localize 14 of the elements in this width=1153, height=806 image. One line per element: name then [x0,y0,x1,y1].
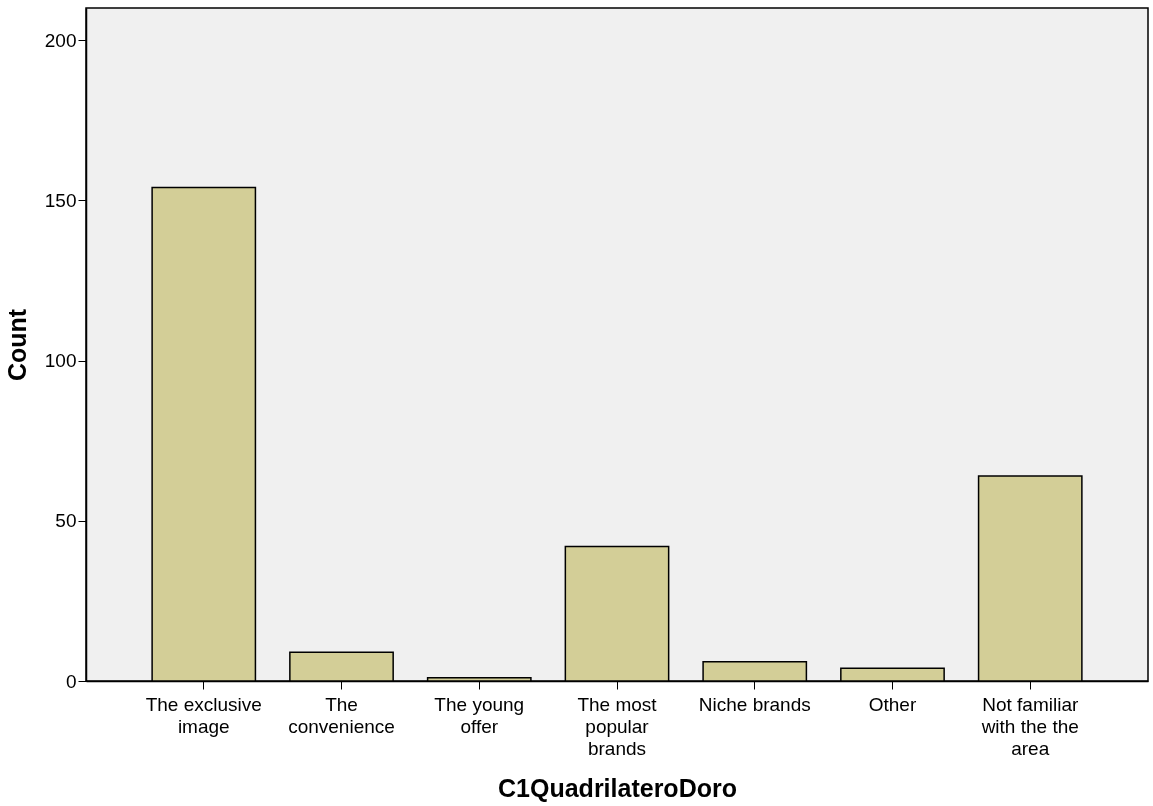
y-tick-label: 150 [44,189,77,211]
x-tick-label: Not familiar with the the area [980,693,1079,759]
x-tick-label: Niche brands [698,693,811,715]
x-tick-label: The convenience [288,693,395,737]
y-tick-label: 0 [65,670,77,692]
y-tick-label: 100 [44,350,77,372]
y-axis-title: Count [2,308,31,382]
x-tick-label: The most popular brands [577,693,658,759]
x-tick-label: The young offer [434,693,525,737]
x-tick-label: Other [868,693,917,715]
x-axis-title: C1QuadrilateroDoro [498,773,737,802]
x-tick-label: The exclusive image [145,693,262,737]
y-tick-label: 200 [44,29,77,51]
y-tick-label: 50 [55,510,77,532]
